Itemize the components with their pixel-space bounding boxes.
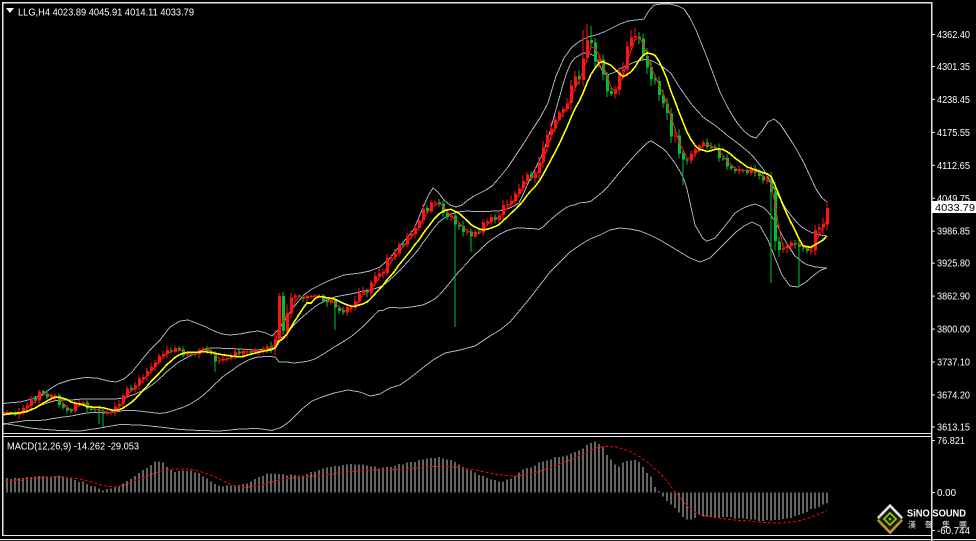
- svg-text:4033.79: 4033.79: [935, 202, 975, 214]
- svg-text:團: 團: [959, 521, 967, 530]
- svg-text:0.00: 0.00: [937, 488, 956, 499]
- svg-text:LLG,H4 4023.89 4045.91 4014.1: LLG,H4 4023.89 4045.91 4014.11 4033.79: [18, 7, 194, 19]
- svg-text:3613.15: 3613.15: [937, 423, 970, 434]
- svg-text:4112.65: 4112.65: [937, 161, 970, 172]
- svg-text:3800.00: 3800.00: [937, 325, 970, 336]
- svg-text:集: 集: [942, 520, 950, 530]
- svg-text:-60.744: -60.744: [937, 526, 970, 537]
- svg-text:3986.85: 3986.85: [937, 227, 970, 238]
- svg-text:4238.45: 4238.45: [937, 95, 970, 106]
- svg-text:3674.20: 3674.20: [937, 391, 970, 402]
- svg-text:4049.75: 4049.75: [937, 194, 970, 205]
- svg-text:76.821: 76.821: [937, 436, 965, 447]
- svg-text:3737.10: 3737.10: [937, 358, 970, 369]
- svg-text:4301.35: 4301.35: [937, 62, 970, 73]
- svg-text:3862.90: 3862.90: [937, 292, 970, 303]
- svg-text:4175.55: 4175.55: [937, 128, 970, 139]
- svg-text:3925.80: 3925.80: [937, 259, 970, 270]
- svg-text:SiNO SOUND: SiNO SOUND: [907, 509, 966, 520]
- svg-text:MACD(12,26,9) -14.262 -29.053: MACD(12,26,9) -14.262 -29.053: [7, 441, 139, 453]
- svg-text:4362.40: 4362.40: [937, 30, 970, 41]
- svg-text:聲: 聲: [925, 521, 933, 530]
- svg-text:漢: 漢: [908, 520, 916, 530]
